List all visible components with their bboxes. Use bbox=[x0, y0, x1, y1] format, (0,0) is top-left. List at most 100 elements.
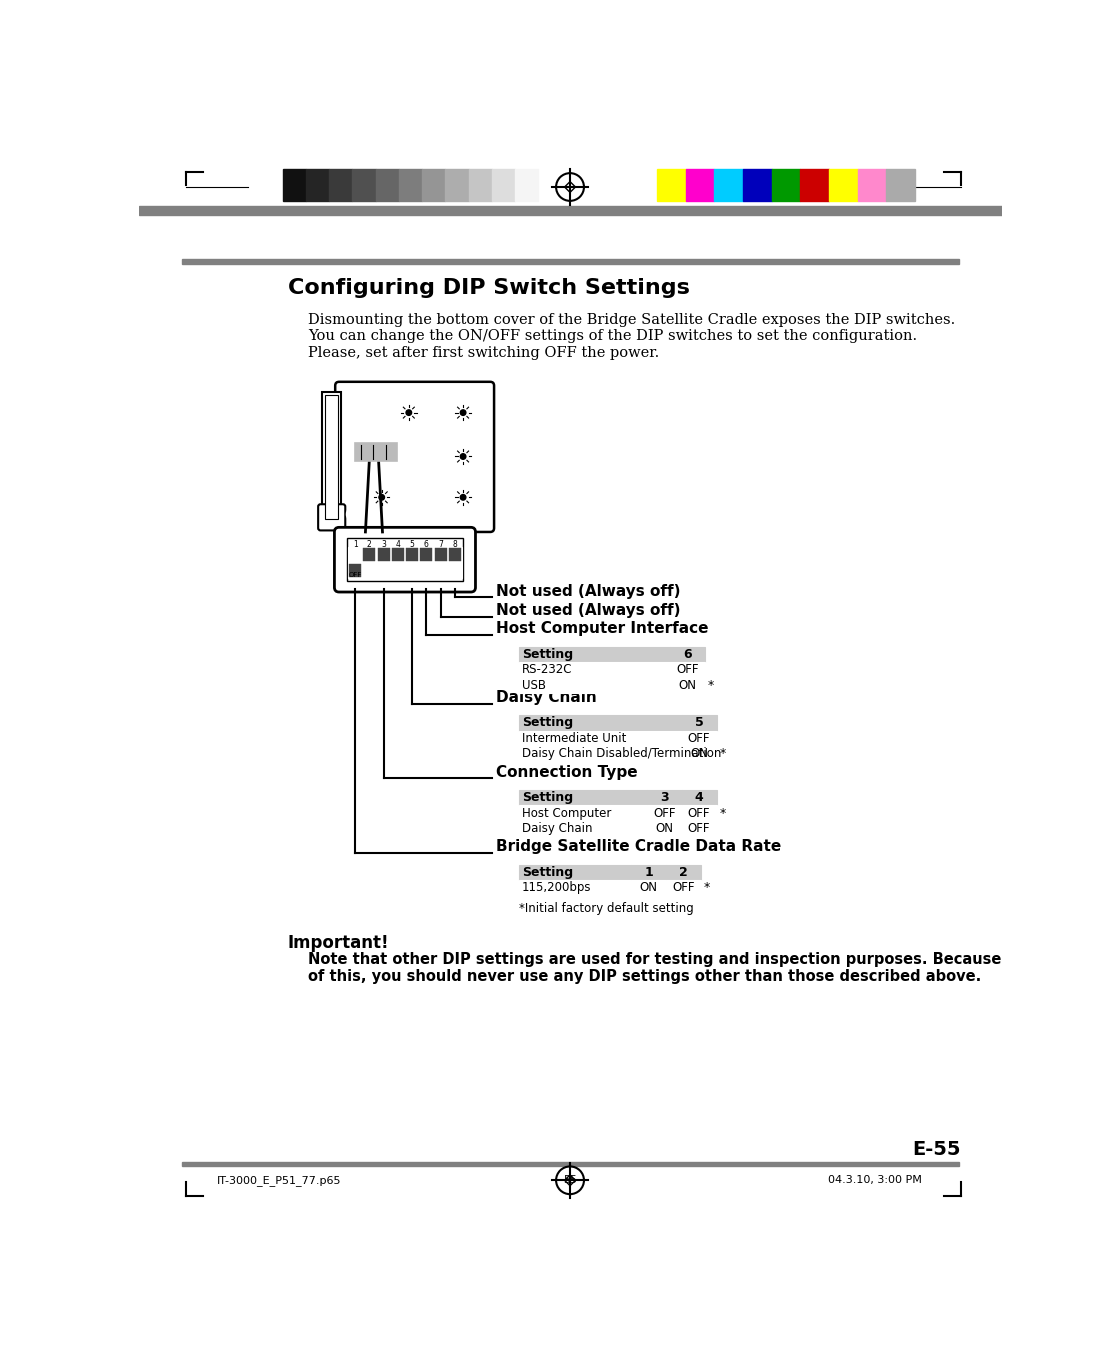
Bar bbox=[363, 548, 376, 578]
Circle shape bbox=[347, 506, 363, 522]
Text: Host Computer: Host Computer bbox=[522, 806, 611, 820]
Circle shape bbox=[402, 406, 416, 419]
Text: 1: 1 bbox=[644, 866, 653, 879]
Text: Please, set after first switching OFF the power.: Please, set after first switching OFF th… bbox=[308, 345, 659, 360]
Text: USB: USB bbox=[522, 679, 546, 691]
Bar bbox=[670, 678, 705, 693]
Text: OFF: OFF bbox=[677, 663, 699, 676]
Bar bbox=[445, 169, 469, 200]
Bar bbox=[681, 746, 717, 762]
FancyBboxPatch shape bbox=[335, 382, 494, 532]
Bar bbox=[681, 731, 717, 746]
Text: OFF: OFF bbox=[688, 806, 710, 820]
Bar bbox=[519, 865, 631, 879]
Bar bbox=[519, 662, 670, 678]
Bar bbox=[771, 169, 800, 200]
Bar bbox=[631, 879, 666, 896]
Text: Connection Type: Connection Type bbox=[495, 764, 638, 779]
Text: Daisy Chain: Daisy Chain bbox=[522, 821, 592, 835]
Circle shape bbox=[456, 406, 470, 419]
Bar bbox=[670, 662, 705, 678]
Text: *: * bbox=[708, 679, 715, 691]
Bar bbox=[886, 169, 915, 200]
Text: ON: ON bbox=[679, 679, 697, 691]
Bar bbox=[349, 564, 361, 578]
Text: ON: ON bbox=[640, 881, 658, 894]
Bar bbox=[181, 258, 959, 264]
Text: Note that other DIP settings are used for testing and inspection purposes. Becau: Note that other DIP settings are used fo… bbox=[308, 953, 1002, 967]
Text: ON: ON bbox=[656, 821, 673, 835]
Bar bbox=[519, 678, 670, 693]
Bar bbox=[348, 548, 362, 578]
Text: *: * bbox=[720, 806, 726, 820]
Bar bbox=[420, 548, 433, 578]
Text: 3: 3 bbox=[381, 540, 386, 549]
Bar bbox=[322, 392, 342, 522]
Bar bbox=[405, 548, 418, 578]
Bar bbox=[306, 169, 329, 200]
Text: 3: 3 bbox=[660, 792, 669, 804]
Circle shape bbox=[467, 506, 482, 522]
Text: 2: 2 bbox=[367, 540, 372, 549]
Text: 4: 4 bbox=[695, 792, 703, 804]
Bar bbox=[325, 395, 338, 518]
Bar bbox=[742, 169, 771, 200]
Text: Not used (Always off): Not used (Always off) bbox=[495, 583, 680, 599]
Bar bbox=[681, 790, 717, 805]
Circle shape bbox=[406, 410, 412, 415]
Text: IT-3000_E_P51_77.p65: IT-3000_E_P51_77.p65 bbox=[217, 1174, 341, 1185]
Text: You can change the ON/OFF settings of the DIP switches to set the configuration.: You can change the ON/OFF settings of th… bbox=[308, 329, 917, 344]
Bar bbox=[492, 169, 515, 200]
Circle shape bbox=[347, 392, 363, 407]
Text: OFF: OFF bbox=[688, 821, 710, 835]
Bar bbox=[519, 746, 681, 762]
Bar bbox=[666, 879, 701, 896]
Text: of this, you should never use any DIP settings other than those described above.: of this, you should never use any DIP se… bbox=[308, 969, 982, 984]
Bar bbox=[681, 821, 717, 836]
Text: 115,200bps: 115,200bps bbox=[522, 881, 591, 894]
Bar bbox=[519, 790, 647, 805]
Text: 5: 5 bbox=[410, 540, 414, 549]
Bar bbox=[666, 865, 701, 879]
Text: Setting: Setting bbox=[522, 648, 573, 660]
Text: 5: 5 bbox=[695, 717, 703, 729]
Circle shape bbox=[461, 495, 466, 501]
Text: Setting: Setting bbox=[522, 866, 573, 879]
Bar bbox=[391, 548, 404, 578]
Bar bbox=[857, 169, 886, 200]
Bar bbox=[670, 647, 705, 662]
Bar bbox=[686, 169, 715, 200]
Text: RS-232C: RS-232C bbox=[522, 663, 572, 676]
Bar bbox=[647, 790, 681, 805]
Bar bbox=[392, 548, 404, 561]
Bar bbox=[681, 805, 717, 821]
Bar bbox=[469, 169, 492, 200]
Bar bbox=[347, 538, 463, 582]
Bar bbox=[421, 548, 432, 561]
Bar bbox=[715, 169, 742, 200]
Text: Setting: Setting bbox=[522, 792, 573, 804]
Text: Important!: Important! bbox=[288, 934, 390, 953]
Bar bbox=[434, 548, 446, 561]
Text: *: * bbox=[705, 881, 710, 894]
Circle shape bbox=[461, 453, 466, 459]
Text: 04.3.10, 3:00 PM: 04.3.10, 3:00 PM bbox=[828, 1174, 922, 1185]
Bar bbox=[519, 731, 681, 746]
Bar bbox=[519, 647, 670, 662]
Bar bbox=[139, 206, 1002, 215]
Bar bbox=[631, 865, 666, 879]
Text: OFF: OFF bbox=[688, 732, 710, 744]
Text: 1: 1 bbox=[353, 540, 357, 549]
Circle shape bbox=[456, 490, 470, 505]
Text: Intermediate Unit: Intermediate Unit bbox=[522, 732, 627, 744]
Bar bbox=[519, 805, 647, 821]
Bar bbox=[422, 169, 445, 200]
Text: Bridge Satellite Cradle Data Rate: Bridge Satellite Cradle Data Rate bbox=[495, 839, 781, 854]
Circle shape bbox=[456, 449, 470, 464]
Text: 6: 6 bbox=[683, 648, 692, 660]
Circle shape bbox=[461, 410, 466, 415]
Text: 8: 8 bbox=[452, 540, 457, 549]
Bar bbox=[377, 548, 391, 578]
Bar bbox=[647, 821, 681, 836]
Bar bbox=[406, 548, 418, 561]
